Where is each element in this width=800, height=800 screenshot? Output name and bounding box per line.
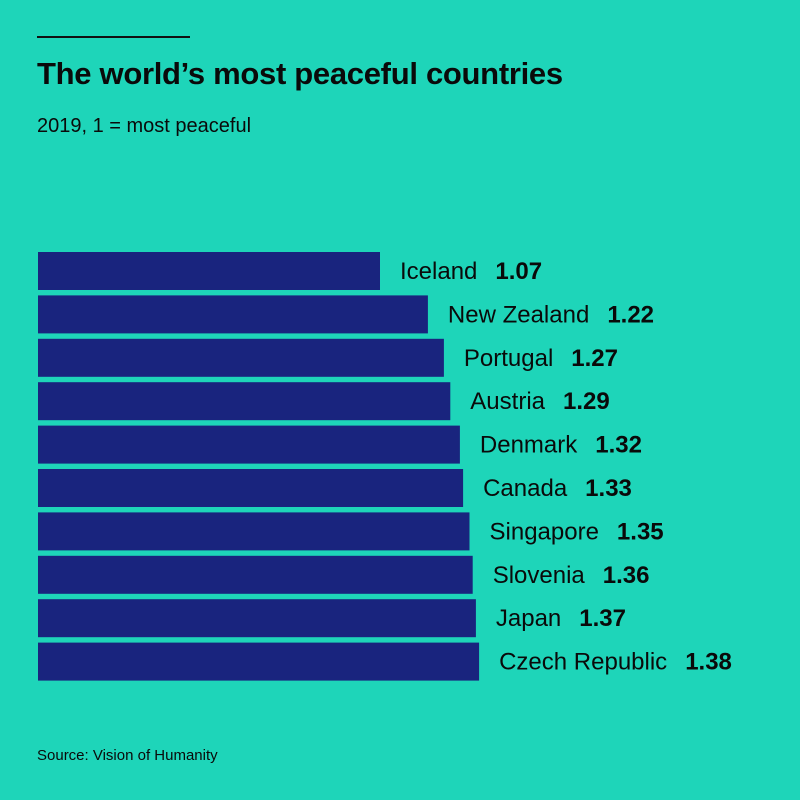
bar-singapore (38, 512, 470, 551)
value-label: 1.32 (595, 432, 642, 459)
value-label: 1.22 (607, 301, 654, 328)
bar-denmark (38, 425, 460, 464)
value-label: 1.37 (579, 605, 626, 632)
top-rule (37, 36, 190, 38)
bar-iceland (38, 252, 380, 290)
value-label: 1.38 (685, 649, 732, 676)
category-label: Canada 1.33 (483, 475, 632, 502)
country-name: Czech Republic (499, 649, 667, 676)
value-label: 1.33 (585, 475, 632, 502)
bar-canada (38, 469, 464, 507)
country-name: Iceland (400, 258, 477, 285)
category-label: Czech Republic 1.38 (499, 649, 732, 676)
bar-czech-republic (38, 642, 480, 681)
value-label: 1.27 (571, 345, 618, 372)
category-label: Japan 1.37 (496, 605, 626, 632)
value-label: 1.35 (617, 518, 664, 545)
value-label: 1.29 (563, 388, 610, 415)
country-name: Canada (483, 475, 568, 502)
value-label: 1.07 (495, 258, 542, 285)
bar-austria (38, 382, 451, 421)
chart-subtitle: 2019, 1 = most peaceful (37, 115, 252, 137)
country-name: New Zealand (448, 301, 589, 328)
country-name: Slovenia (493, 562, 586, 589)
category-label: Iceland 1.07 (400, 258, 542, 285)
value-label: 1.36 (603, 562, 650, 589)
country-name: Singapore (490, 518, 599, 545)
country-name: Portugal (464, 345, 553, 372)
country-name: Japan (496, 605, 561, 632)
category-label: Denmark 1.32 (480, 432, 642, 459)
category-label: Singapore 1.35 (490, 518, 664, 545)
category-label: New Zealand 1.22 (448, 301, 654, 328)
country-name: Denmark (480, 432, 578, 459)
bar-slovenia (38, 555, 473, 594)
category-label: Portugal 1.27 (464, 345, 618, 372)
bar-japan (38, 599, 476, 638)
bar-new-zealand (38, 295, 428, 334)
category-label: Austria 1.29 (470, 388, 609, 415)
country-name: Austria (470, 388, 545, 415)
source-note: Source: Vision of Humanity (37, 747, 218, 764)
bar-portugal (38, 338, 444, 377)
chart-title: The world’s most peaceful countries (37, 56, 563, 91)
category-label: Slovenia 1.36 (493, 562, 650, 589)
